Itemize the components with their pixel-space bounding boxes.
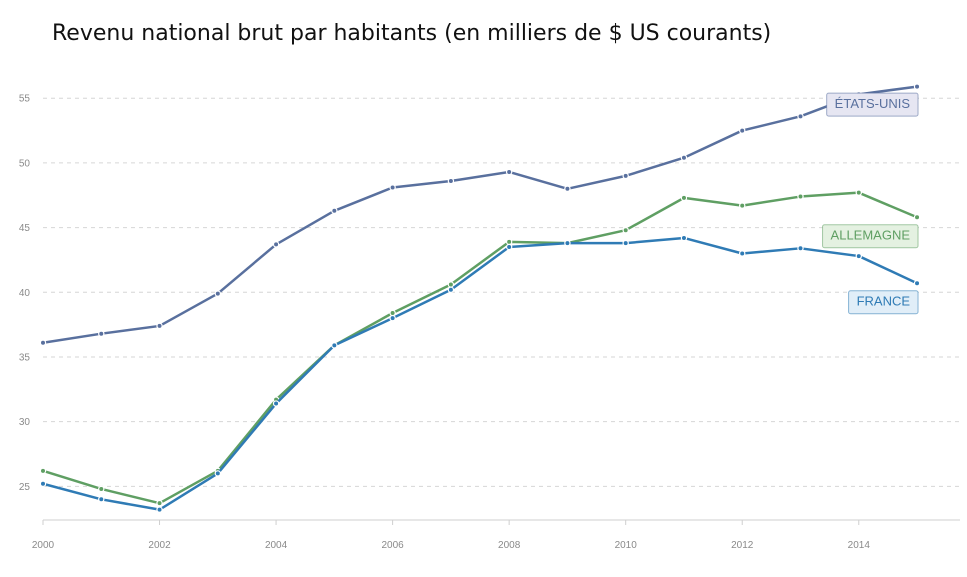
series-line-france bbox=[41, 236, 919, 511]
y-tick-label: 30 bbox=[19, 417, 31, 428]
data-point-france[interactable] bbox=[855, 252, 862, 260]
data-point-etats-unis[interactable] bbox=[331, 207, 338, 214]
data-point-france[interactable] bbox=[447, 286, 455, 293]
data-point-france[interactable] bbox=[214, 470, 222, 477]
data-point-etats-unis[interactable] bbox=[797, 113, 804, 120]
data-point-france[interactable] bbox=[156, 506, 163, 513]
series-france bbox=[39, 234, 921, 513]
y-axis-ticks: 25 30 35 40 45 50 55 bbox=[19, 94, 31, 493]
y-tick-label: 50 bbox=[19, 158, 31, 169]
data-point-allemagne[interactable] bbox=[680, 194, 688, 202]
x-tick-label: 2004 bbox=[265, 540, 288, 551]
series-lines bbox=[39, 83, 921, 513]
y-tick-label: 40 bbox=[19, 288, 31, 299]
data-point-etats-unis[interactable] bbox=[739, 127, 746, 134]
data-point-allemagne[interactable] bbox=[855, 189, 862, 196]
data-point-allemagne[interactable] bbox=[389, 309, 396, 317]
chart-title: Revenu national brut par habitants (en m… bbox=[52, 21, 771, 46]
data-point-allemagne[interactable] bbox=[447, 281, 455, 288]
series-label-box bbox=[848, 290, 919, 315]
x-axis-ticks: 2000 2002 2004 2006 2008 2010 2012 2014 bbox=[32, 520, 870, 551]
data-point-etats-unis[interactable] bbox=[98, 330, 105, 337]
y-tick-label: 35 bbox=[19, 352, 31, 363]
series-label-france: FRANCE bbox=[848, 290, 919, 315]
data-point-etats-unis[interactable] bbox=[39, 339, 47, 346]
data-point-france[interactable] bbox=[564, 239, 571, 247]
data-point-allemagne[interactable] bbox=[39, 467, 47, 475]
data-point-france[interactable] bbox=[913, 280, 921, 287]
y-tick-label: 25 bbox=[19, 482, 31, 493]
data-point-etats-unis[interactable] bbox=[272, 241, 280, 248]
series-label-text: FRANCE bbox=[857, 294, 911, 309]
y-tick-label: 45 bbox=[19, 223, 31, 234]
data-point-etats-unis[interactable] bbox=[214, 290, 222, 297]
series-label-allemagne: ALLEMAGNE bbox=[822, 224, 919, 249]
data-point-etats-unis[interactable] bbox=[680, 154, 688, 161]
series-etats-unis bbox=[39, 83, 921, 346]
series-label-text: ÉTATS-UNIS bbox=[835, 96, 911, 111]
data-point-france[interactable] bbox=[272, 400, 280, 407]
grid-lines bbox=[43, 97, 960, 487]
data-point-etats-unis[interactable] bbox=[564, 185, 571, 192]
data-point-etats-unis[interactable] bbox=[156, 322, 163, 330]
data-point-france[interactable] bbox=[739, 250, 746, 257]
data-point-allemagne[interactable] bbox=[505, 238, 513, 246]
data-point-etats-unis[interactable] bbox=[389, 184, 396, 191]
data-point-etats-unis[interactable] bbox=[447, 177, 455, 185]
data-point-allemagne[interactable] bbox=[797, 193, 804, 200]
data-point-allemagne[interactable] bbox=[913, 214, 921, 221]
data-point-etats-unis[interactable] bbox=[622, 172, 629, 180]
series-label-box bbox=[822, 224, 919, 249]
series-line-allemagne bbox=[41, 191, 919, 505]
series-label-text: ALLEMAGNE bbox=[831, 228, 911, 243]
series-label-box bbox=[826, 92, 919, 117]
data-point-allemagne[interactable] bbox=[98, 485, 105, 493]
data-point-allemagne[interactable] bbox=[156, 499, 163, 507]
data-point-allemagne[interactable] bbox=[739, 202, 746, 209]
data-point-france[interactable] bbox=[331, 342, 338, 349]
data-point-france[interactable] bbox=[389, 314, 396, 322]
data-point-france[interactable] bbox=[39, 480, 47, 487]
data-point-france[interactable] bbox=[505, 243, 513, 251]
data-point-etats-unis[interactable] bbox=[913, 83, 921, 90]
x-tick-label: 2008 bbox=[498, 540, 521, 551]
data-point-france[interactable] bbox=[98, 496, 105, 503]
series-line-etats-unis bbox=[41, 85, 919, 344]
x-tick-label: 2012 bbox=[731, 540, 754, 551]
data-point-france[interactable] bbox=[680, 234, 688, 242]
x-tick-label: 2014 bbox=[848, 540, 871, 551]
data-point-france[interactable] bbox=[622, 239, 629, 247]
series-label-etats-unis: ÉTATS-UNIS bbox=[826, 92, 919, 117]
x-tick-label: 2002 bbox=[148, 540, 171, 551]
x-tick-label: 2000 bbox=[32, 540, 55, 551]
data-point-allemagne[interactable] bbox=[622, 226, 629, 234]
x-tick-label: 2010 bbox=[615, 540, 638, 551]
x-tick-label: 2006 bbox=[381, 540, 404, 551]
y-tick-label: 55 bbox=[19, 94, 31, 105]
data-point-france[interactable] bbox=[797, 245, 804, 252]
series-labels: ÉTATS-UNIS ALLEMAGNE FRANCE bbox=[822, 92, 919, 315]
series-allemagne bbox=[39, 189, 921, 507]
data-point-etats-unis[interactable] bbox=[505, 168, 513, 176]
